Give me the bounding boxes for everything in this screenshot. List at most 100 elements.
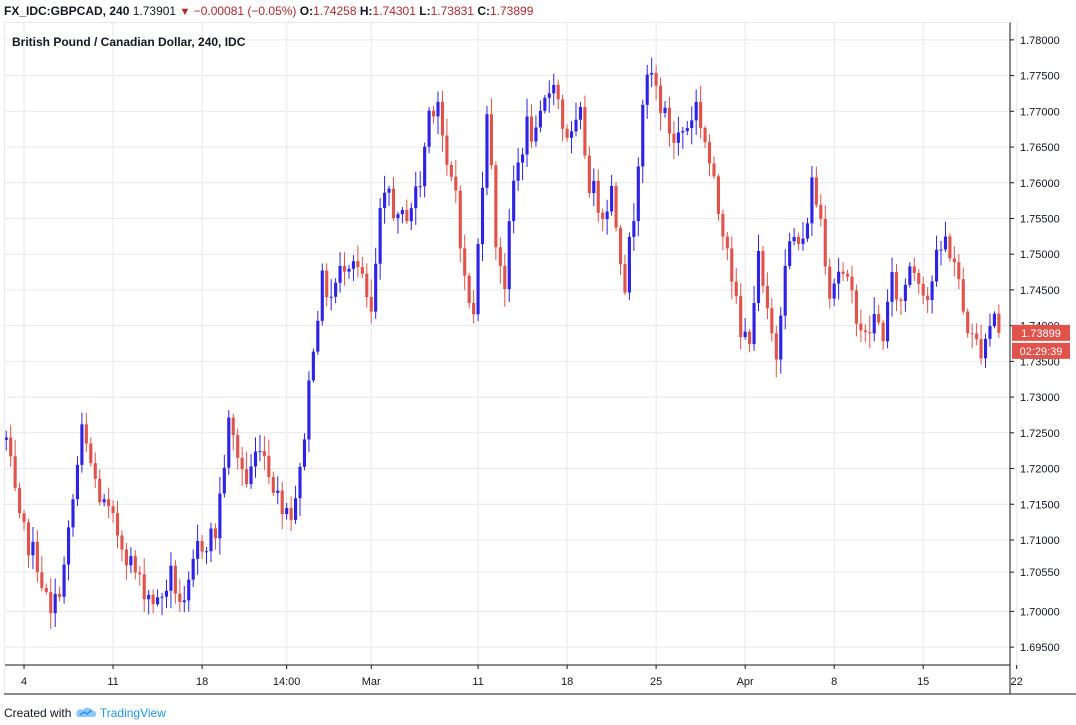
candle-down	[926, 295, 930, 301]
candle-down	[863, 330, 867, 333]
candle-down	[13, 456, 17, 488]
price-tag: 1.73899	[1012, 324, 1070, 341]
y-tick-label: 1.74500	[1020, 285, 1060, 297]
candle-up	[512, 180, 516, 222]
x-tick-label: 18	[196, 676, 208, 688]
candle-down	[360, 267, 364, 274]
candle-down	[845, 273, 850, 277]
y-tick-label: 1.76000	[1020, 178, 1060, 190]
candle-up	[690, 120, 694, 129]
candle-down	[957, 262, 961, 280]
footer-branding: Created with TradingView	[4, 701, 166, 725]
candle-series	[4, 57, 1001, 629]
candle-down	[454, 176, 458, 191]
candle-up	[886, 301, 890, 342]
y-tick-label: 1.78000	[1020, 35, 1060, 47]
symbol-name[interactable]: FX_IDC:GBPCAD, 240	[4, 4, 130, 18]
candle-up	[525, 116, 529, 155]
candle-down	[35, 541, 39, 573]
y-tick-label: 1.77000	[1020, 106, 1060, 118]
candle-down	[721, 213, 725, 237]
candle-down	[89, 443, 93, 464]
candle-up	[610, 185, 614, 212]
candle-down	[765, 285, 769, 309]
candle-up	[627, 236, 631, 293]
candle-down	[970, 333, 974, 335]
time-axis[interactable]: 4 11 18 14:00 Mar 11 18 25 Apr 8 15 22	[21, 665, 1023, 688]
candle-down	[596, 180, 600, 213]
candle-down	[948, 236, 952, 259]
candle-down	[289, 508, 293, 520]
candle-down	[881, 322, 885, 342]
candle-up	[908, 266, 912, 285]
candle-down	[271, 477, 275, 493]
candle-up	[516, 162, 520, 181]
candle-up	[249, 466, 253, 485]
x-tick-label: 8	[831, 676, 837, 688]
y-tick-label: 1.69500	[1020, 642, 1060, 654]
candle-up	[752, 303, 756, 345]
countdown-value: 02:29:39	[1020, 346, 1063, 358]
y-tick-label: 1.72500	[1020, 428, 1060, 440]
candle-up	[943, 236, 948, 250]
candle-down	[200, 541, 204, 552]
candle-down	[49, 591, 53, 614]
candle-up	[80, 424, 84, 465]
x-tick-label: 15	[917, 676, 929, 688]
candlestick-chart[interactable]: 1.69500 1.70000 1.70550 1.71000 1.71500 1.720…	[0, 22, 1076, 701]
x-tick-label: Mar	[362, 676, 381, 688]
candle-up	[71, 499, 75, 528]
candle-up	[378, 208, 382, 264]
candle-down	[823, 218, 827, 267]
candle-up	[872, 314, 876, 334]
candle-down	[120, 535, 124, 550]
candle-up	[534, 127, 538, 142]
candle-down	[467, 275, 471, 303]
candle-down	[26, 522, 31, 556]
y-tick-label: 1.76500	[1020, 142, 1060, 154]
candle-up	[476, 244, 480, 315]
x-tick-label: 11	[107, 676, 118, 688]
candle-up	[436, 101, 440, 117]
candle-down	[997, 313, 1001, 333]
candle-up	[743, 331, 747, 338]
candle-up	[890, 272, 894, 302]
candle-down	[654, 72, 658, 86]
y-tick-label: 1.73500	[1020, 356, 1060, 368]
open-label: O:	[299, 4, 314, 18]
candle-down	[975, 333, 979, 340]
candle-down	[859, 323, 863, 331]
candle-down	[115, 513, 120, 536]
price-axis[interactable]: 1.69500 1.70000 1.70550 1.71000 1.71500 1.720…	[1010, 35, 1060, 654]
candle-up	[574, 119, 578, 132]
candle-up	[218, 493, 222, 539]
candle-down	[245, 469, 249, 485]
candle-down	[231, 417, 235, 436]
candle-up	[285, 508, 289, 515]
candle-down	[440, 101, 445, 136]
candle-up	[147, 594, 151, 600]
tradingview-cloud-icon	[75, 707, 96, 717]
y-tick-label: 1.72000	[1020, 464, 1060, 476]
candle-up	[694, 101, 698, 121]
candle-up	[196, 541, 200, 559]
candle-down	[716, 176, 720, 214]
candle-up	[53, 593, 57, 614]
x-tick-label: 22	[1011, 676, 1023, 688]
candle-up	[636, 166, 640, 222]
candle-up	[320, 270, 324, 321]
candle-down	[365, 273, 369, 298]
candle-up	[685, 128, 689, 132]
candle-up	[645, 74, 649, 105]
candle-up	[164, 590, 169, 597]
candle-down	[58, 593, 62, 597]
tradingview-link[interactable]: TradingView	[99, 706, 166, 720]
candle-down	[828, 266, 832, 299]
symbol-header: FX_IDC:GBPCAD, 240 1.73901 ▼ −0.00081 (−…	[0, 0, 1076, 22]
candle-down	[961, 279, 965, 312]
candle-up	[129, 556, 133, 566]
candle-up	[31, 541, 35, 556]
candle-up	[276, 490, 280, 493]
candle-down	[458, 190, 462, 249]
candle-up	[387, 188, 391, 193]
